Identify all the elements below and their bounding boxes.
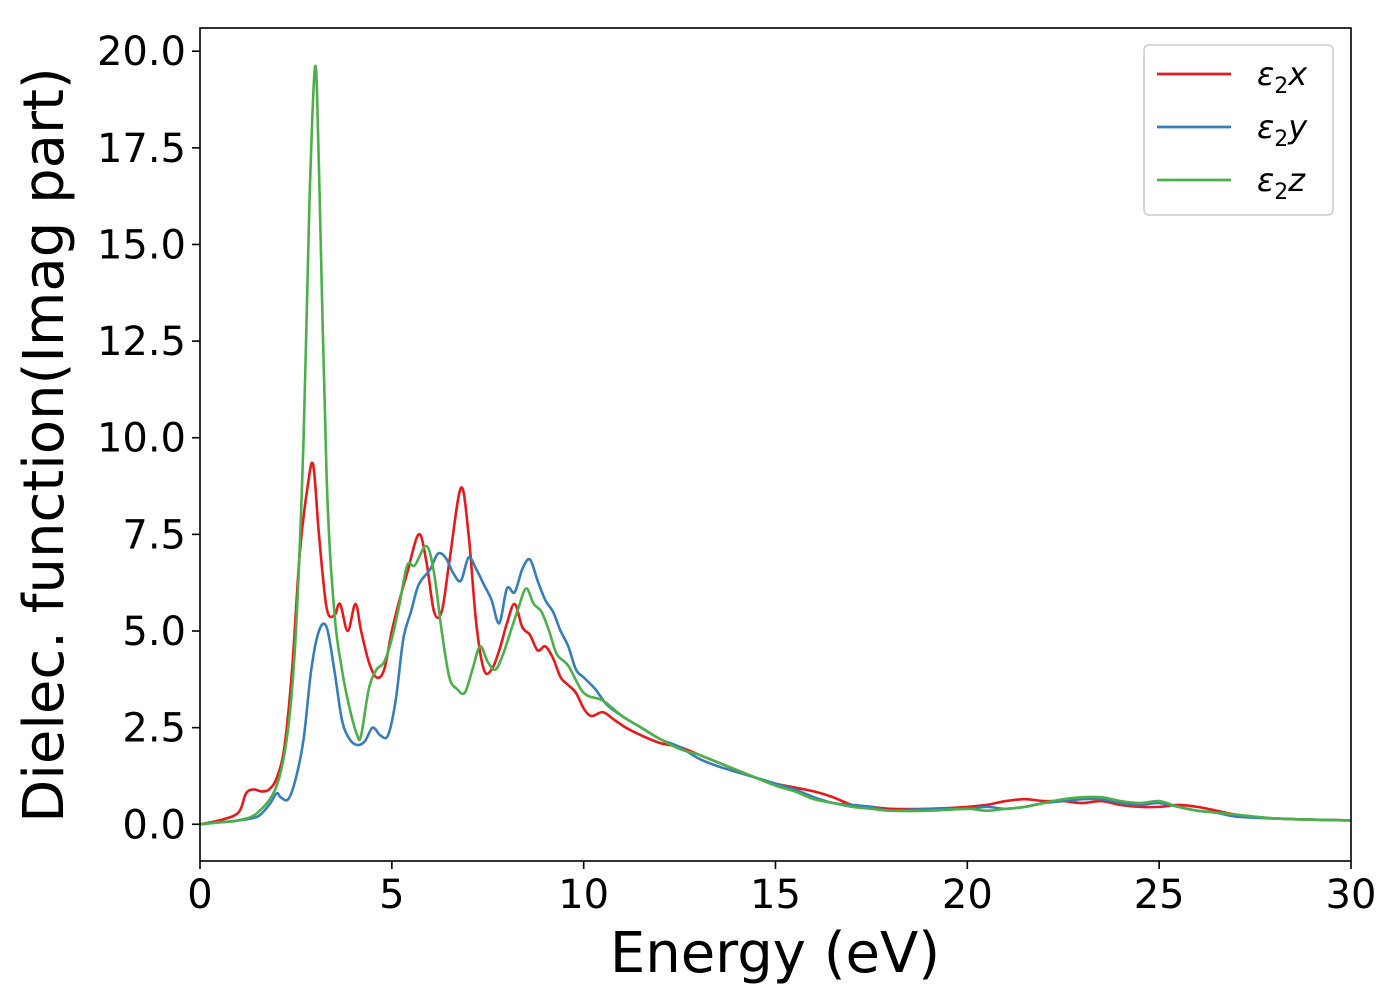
legend-box (1143, 44, 1334, 216)
series-line-z (200, 64, 1351, 826)
legend-label-z: ε2z (1257, 161, 1306, 205)
x-tick-label: 20 (942, 872, 993, 918)
y-tick-label: 10.0 (97, 416, 186, 462)
y-axis-label: Dielec. function(Imag part) (12, 67, 77, 823)
y-tick-label: 17.5 (97, 126, 186, 172)
x-tick-label: 30 (1326, 872, 1377, 918)
x-axis: 0 5 10 15 20 25 30 (187, 861, 1376, 918)
y-axis: 0.0 2.5 5.0 7.5 10.0 12.5 15.0 17.5 20.0 (97, 29, 200, 848)
legend-label-x: ε2x (1257, 55, 1308, 99)
y-tick-label: 7.5 (122, 512, 186, 558)
x-tick-label: 15 (750, 872, 801, 918)
legend-label-y: ε2y (1257, 108, 1308, 152)
x-tick-label: 25 (1134, 872, 1185, 918)
y-tick-label: 0.0 (122, 802, 186, 848)
series-line-x (200, 461, 1351, 826)
y-tick-label: 15.0 (97, 222, 186, 268)
y-tick-label: 2.5 (122, 706, 186, 752)
series-layer (200, 64, 1351, 826)
x-tick-label: 10 (558, 872, 609, 918)
y-tick-label: 5.0 (122, 609, 186, 655)
y-tick-label: 12.5 (97, 319, 186, 365)
legend: ε2x ε2y ε2z (1143, 44, 1334, 216)
x-axis-label: Energy (eV) (610, 921, 940, 986)
x-tick-label: 5 (379, 872, 404, 918)
x-tick-label: 0 (187, 872, 212, 918)
y-tick-label: 20.0 (97, 29, 186, 75)
